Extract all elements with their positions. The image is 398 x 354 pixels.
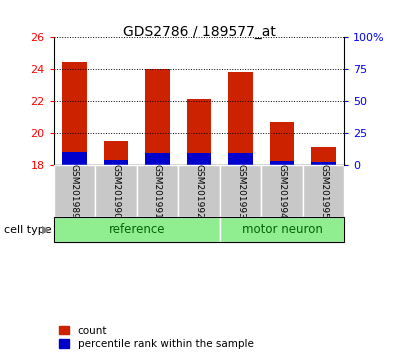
Text: cell type: cell type [4, 225, 52, 235]
Text: GSM201989: GSM201989 [70, 164, 79, 219]
Bar [187, 99, 211, 165]
Text: GSM201991: GSM201991 [153, 164, 162, 219]
Bar [54, 217, 220, 242]
Text: reference: reference [109, 223, 165, 236]
Text: ▶: ▶ [41, 225, 50, 235]
Bar [62, 152, 87, 165]
Bar [103, 160, 129, 165]
Bar [187, 153, 211, 165]
Text: GSM201994: GSM201994 [277, 164, 287, 218]
Bar [178, 165, 220, 217]
Bar [54, 165, 95, 217]
Bar [303, 165, 344, 217]
Text: GSM201990: GSM201990 [111, 164, 121, 219]
Text: GDS2786 / 189577_at: GDS2786 / 189577_at [123, 25, 275, 39]
Bar [228, 153, 253, 165]
Text: GSM201995: GSM201995 [319, 164, 328, 219]
Bar [137, 165, 178, 217]
Bar [269, 161, 295, 165]
Bar [311, 162, 336, 165]
Bar [220, 165, 261, 217]
Bar [103, 141, 129, 165]
Bar [62, 62, 87, 165]
Bar [95, 165, 137, 217]
Bar [145, 153, 170, 165]
Text: GSM201993: GSM201993 [236, 164, 245, 219]
Text: motor neuron: motor neuron [242, 223, 322, 236]
Bar [261, 165, 303, 217]
Bar [228, 72, 253, 165]
Bar [145, 69, 170, 165]
Bar [311, 147, 336, 165]
Bar [269, 122, 295, 165]
Bar [220, 217, 344, 242]
Text: GSM201992: GSM201992 [195, 164, 203, 218]
Legend: count, percentile rank within the sample: count, percentile rank within the sample [59, 326, 254, 349]
